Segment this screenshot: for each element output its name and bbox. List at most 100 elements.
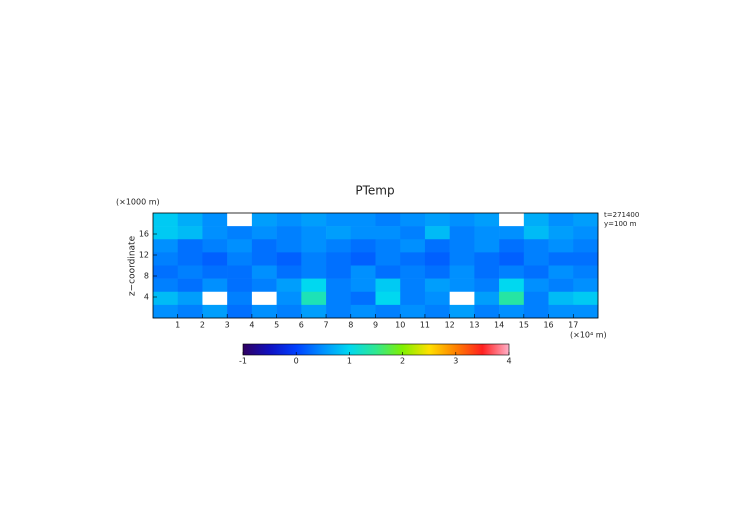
heat-cell <box>227 213 253 227</box>
x-tick-label: 8 <box>348 321 353 330</box>
heat-cell <box>227 278 253 293</box>
heat-cell <box>474 226 500 240</box>
heat-cell <box>326 291 352 306</box>
heat-cell <box>251 291 277 306</box>
heat-cell <box>548 226 574 240</box>
heat-cell <box>449 278 475 293</box>
heat-cell <box>350 252 376 266</box>
heat-cell <box>227 304 253 319</box>
heat-cell <box>523 239 549 253</box>
heat-cell <box>400 304 426 319</box>
x-tick-label: 7 <box>324 321 329 330</box>
heat-cell <box>375 304 401 319</box>
heat-cell <box>153 252 179 266</box>
heat-cell <box>499 213 525 227</box>
heat-cell <box>177 304 203 319</box>
heat-cell <box>251 265 277 279</box>
heat-cell <box>400 213 426 227</box>
heat-cell <box>153 304 179 319</box>
heat-cell <box>474 278 500 293</box>
colorbar-tick-label: 0 <box>294 357 299 366</box>
heat-cell <box>400 239 426 253</box>
heat-cell <box>424 213 450 227</box>
heat-cell <box>474 265 500 279</box>
x-tick-label: 17 <box>568 321 578 330</box>
heat-cell <box>251 252 277 266</box>
heat-cell <box>400 291 426 306</box>
heat-cell <box>424 252 450 266</box>
y-tick-label: 12 <box>139 251 149 260</box>
heat-cell <box>449 252 475 266</box>
heat-cell <box>350 291 376 306</box>
heat-cell <box>251 213 277 227</box>
x-tick-label: 6 <box>299 321 304 330</box>
y-tick-label: 16 <box>139 230 149 239</box>
x-tick-label: 13 <box>469 321 479 330</box>
heat-cell <box>276 278 302 293</box>
heat-cell <box>548 252 574 266</box>
colorbar-tick-label: 2 <box>400 357 405 366</box>
heat-cell <box>449 291 475 306</box>
x-tick-label: 15 <box>519 321 529 330</box>
heat-cell <box>276 239 302 253</box>
heat-cell <box>326 252 352 266</box>
heat-cell <box>153 239 179 253</box>
heat-cell <box>474 291 500 306</box>
heat-cell <box>177 265 203 279</box>
colorbar-tick-label: 3 <box>453 357 458 366</box>
x-tick-label: 10 <box>395 321 405 330</box>
x-tick-label: 5 <box>274 321 279 330</box>
heat-cell <box>424 265 450 279</box>
x-tick-label: 3 <box>225 321 230 330</box>
heat-cell <box>177 278 203 293</box>
heat-cell <box>499 239 525 253</box>
heat-cell <box>301 291 327 306</box>
heat-cell <box>177 291 203 306</box>
heat-cell <box>202 226 228 240</box>
heat-cell <box>326 213 352 227</box>
colorbar <box>242 343 510 356</box>
heat-cell <box>474 304 500 319</box>
heat-cell <box>474 239 500 253</box>
heat-cell <box>548 304 574 319</box>
y-tick-label: 8 <box>144 272 149 281</box>
heat-cell <box>276 291 302 306</box>
heat-cell <box>251 226 277 240</box>
heat-cell <box>375 226 401 240</box>
x-tick-label: 1 <box>175 321 180 330</box>
heat-cell <box>424 226 450 240</box>
heat-cell <box>177 226 203 240</box>
heat-cell <box>251 278 277 293</box>
heat-cell <box>202 304 228 319</box>
heat-cell <box>573 213 599 227</box>
y-unit: (×1000 m) <box>116 198 160 207</box>
heat-cell <box>301 278 327 293</box>
x-tick-label: 2 <box>200 321 205 330</box>
heat-cell <box>573 278 599 293</box>
heat-cell <box>523 213 549 227</box>
heat-cell <box>350 265 376 279</box>
heat-cell <box>202 239 228 253</box>
heat-cell <box>474 252 500 266</box>
heat-cell <box>227 252 253 266</box>
heat-cell <box>523 226 549 240</box>
heat-cell <box>375 291 401 306</box>
heat-cell <box>276 213 302 227</box>
heat-cell <box>499 304 525 319</box>
y-label: z−coordinate <box>128 235 138 296</box>
heat-cell <box>177 252 203 266</box>
heat-cell <box>548 213 574 227</box>
heat-cell <box>326 239 352 253</box>
heat-cell <box>424 304 450 319</box>
heat-cell <box>350 213 376 227</box>
heat-cell <box>523 304 549 319</box>
heat-cell <box>424 291 450 306</box>
colorbar-tick-label: 1 <box>347 357 352 366</box>
heat-cell <box>301 213 327 227</box>
heat-cell <box>523 265 549 279</box>
heat-cell <box>301 226 327 240</box>
heat-cell <box>227 239 253 253</box>
heat-cell <box>400 252 426 266</box>
heat-cell <box>449 213 475 227</box>
